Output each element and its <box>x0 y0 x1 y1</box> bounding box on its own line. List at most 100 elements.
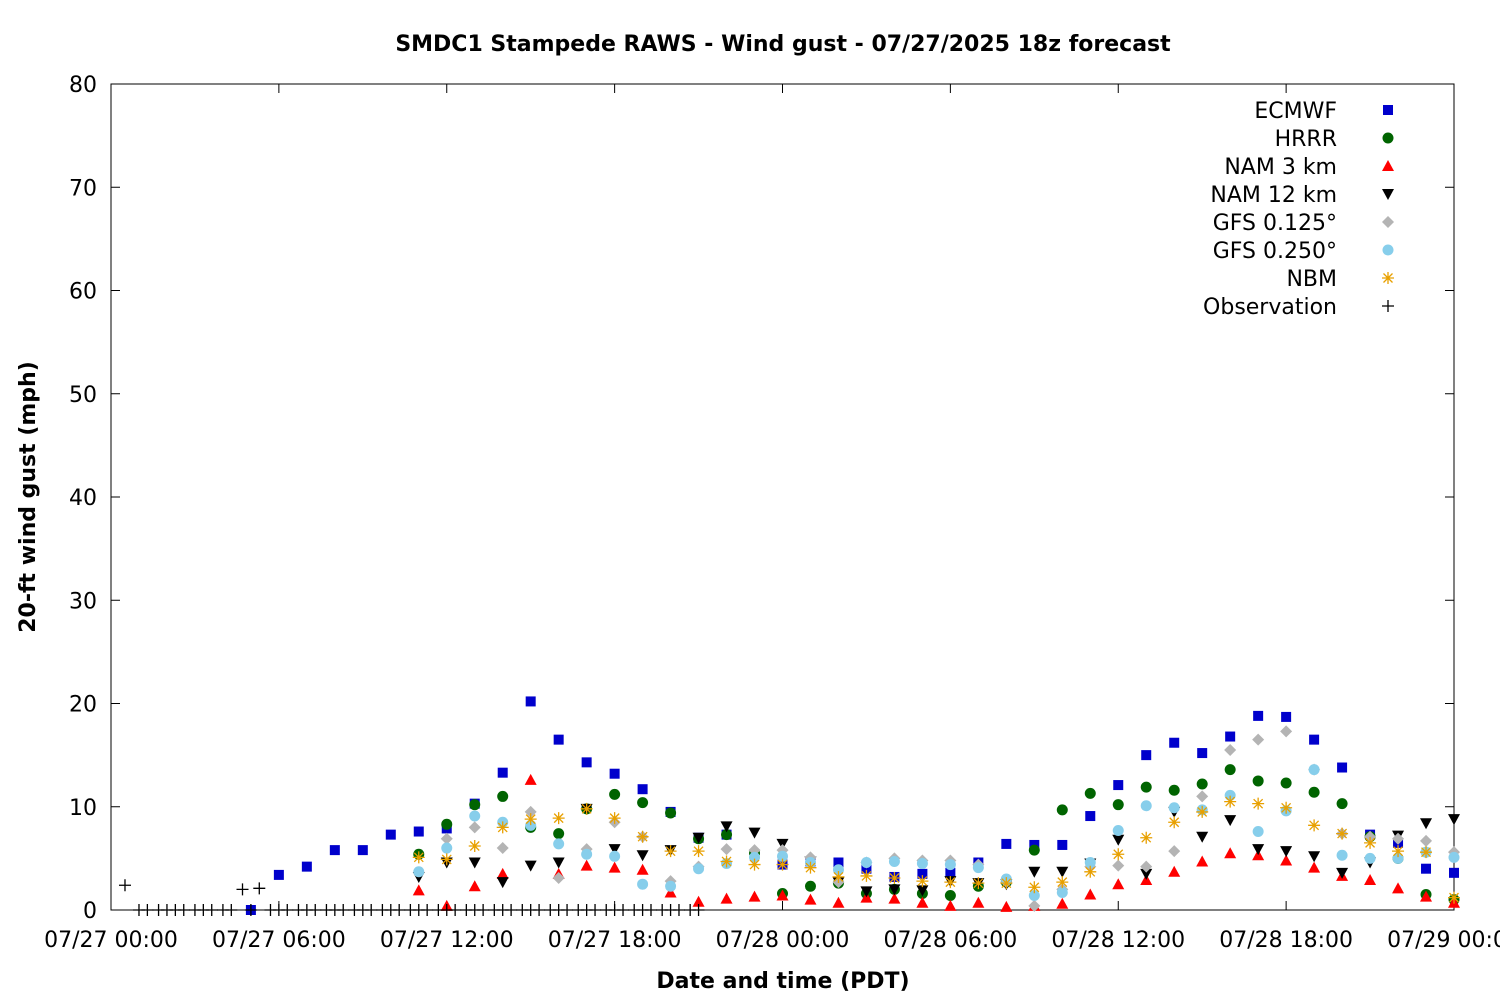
x-tick-label: 07/27 00:00 <box>44 928 178 953</box>
point-gfs-0-250 <box>1252 826 1264 838</box>
point-nam-3-km <box>776 889 789 901</box>
point-observation <box>561 904 574 916</box>
point-nbm <box>1196 805 1209 818</box>
point-nam-12-km <box>1420 818 1433 830</box>
legend: ECMWF HRRR NAM 3 km NAM 12 km GFS 0.125° GFS … <box>1203 99 1394 320</box>
point-gfs-0-125 <box>440 832 453 845</box>
point-nam-3-km <box>944 899 957 911</box>
x-tick-label: 07/27 12:00 <box>380 928 514 953</box>
point-hrrr <box>665 807 677 819</box>
point-nam-12-km <box>608 844 621 856</box>
point-nam-12-km <box>1252 844 1265 856</box>
point-gfs-0-125 <box>524 805 537 818</box>
point-nbm <box>944 876 957 889</box>
point-nam-3-km <box>496 867 509 879</box>
point-ecmwf <box>301 861 312 872</box>
point-ecmwf <box>1001 838 1012 849</box>
point-nbm <box>860 869 873 882</box>
point-nam-12-km <box>692 832 705 844</box>
point-ecmwf <box>273 869 284 880</box>
point-nam-12-km <box>720 821 733 833</box>
point-gfs-0-250 <box>1336 849 1348 861</box>
point-hrrr <box>553 828 565 840</box>
legend-label-nam-12-km: NAM 12 km <box>1210 183 1337 208</box>
point-gfs-0-125 <box>1028 899 1041 912</box>
point-nam-3-km <box>524 773 537 785</box>
point-nam-3-km <box>608 861 621 873</box>
point-nam-12-km <box>636 850 649 862</box>
point-hrrr <box>609 788 621 800</box>
y-axis-label: 20-ft wind gust (mph) <box>16 361 41 633</box>
point-hrrr <box>1336 798 1348 810</box>
point-gfs-0-250 <box>581 848 593 860</box>
point-nbm <box>1112 848 1125 861</box>
point-hrrr <box>1056 804 1068 816</box>
point-observation <box>118 879 131 892</box>
point-nam-3-km <box>720 892 733 904</box>
point-observation <box>281 904 294 916</box>
point-ecmwf <box>385 829 396 840</box>
point-nam-12-km <box>1112 834 1125 846</box>
point-observation <box>177 904 190 916</box>
point-ecmwf <box>1197 748 1208 759</box>
point-hrrr <box>1084 787 1096 799</box>
point-nbm <box>580 802 593 815</box>
point-gfs-0-250 <box>469 810 481 822</box>
point-gfs-0-250 <box>1364 852 1376 864</box>
point-nam-3-km <box>636 863 649 875</box>
x-tick-label: 07/28 12:00 <box>1051 928 1185 953</box>
point-observation <box>141 904 154 916</box>
point-hrrr <box>441 818 453 830</box>
point-observation <box>644 904 657 916</box>
y-tick-label: 10 <box>69 796 97 821</box>
point-nam-3-km <box>832 896 845 908</box>
point-nam-12-km <box>1336 867 1349 879</box>
point-gfs-0-125 <box>552 871 565 884</box>
point-nam-3-km <box>1000 900 1013 912</box>
point-nam-3-km <box>1280 854 1293 866</box>
point-gfs-0-125 <box>1252 733 1265 746</box>
point-nam-3-km <box>1420 890 1433 902</box>
point-gfs-0-250 <box>1168 802 1180 814</box>
point-observation <box>672 904 685 916</box>
point-gfs-0-250 <box>1308 764 1320 776</box>
point-nam-3-km <box>888 892 901 904</box>
point-ecmwf <box>329 845 340 856</box>
point-ecmwf <box>357 845 368 856</box>
point-ecmwf <box>553 734 564 745</box>
point-nam-12-km <box>1196 831 1209 843</box>
point-nam-12-km <box>748 827 761 839</box>
point-gfs-0-125 <box>1280 725 1293 738</box>
point-ecmwf <box>1253 710 1264 721</box>
point-nbm <box>1392 845 1405 858</box>
point-nam-3-km <box>1112 878 1125 890</box>
point-nbm <box>1448 891 1460 904</box>
point-nam-12-km <box>1140 868 1153 880</box>
point-gfs-0-250 <box>749 851 761 863</box>
point-nam-12-km <box>1448 814 1460 826</box>
point-nbm <box>1224 795 1237 808</box>
point-gfs-0-250 <box>916 858 928 870</box>
legend-marker-nam-12-km <box>1382 189 1394 200</box>
point-gfs-0-250 <box>665 880 677 892</box>
point-nbm <box>524 813 537 826</box>
point-ecmwf <box>833 857 844 868</box>
point-ecmwf <box>1421 863 1432 874</box>
point-hrrr <box>944 890 956 902</box>
point-nam-12-km <box>1280 846 1293 858</box>
point-nbm <box>1000 877 1013 890</box>
point-nbm <box>1140 831 1153 844</box>
point-observation <box>236 883 249 896</box>
point-hrrr <box>1112 799 1124 811</box>
point-observation <box>505 904 518 916</box>
legend-marker-nbm <box>1382 272 1394 284</box>
point-ecmwf <box>1337 762 1348 773</box>
point-gfs-0-250 <box>860 857 872 869</box>
point-nbm <box>720 855 733 868</box>
point-observation <box>244 904 257 916</box>
point-gfs-0-125 <box>720 843 733 856</box>
point-nbm <box>468 839 481 852</box>
point-nam-12-km <box>496 877 509 889</box>
point-nam-3-km <box>1196 855 1209 867</box>
point-gfs-0-125 <box>1112 859 1125 872</box>
